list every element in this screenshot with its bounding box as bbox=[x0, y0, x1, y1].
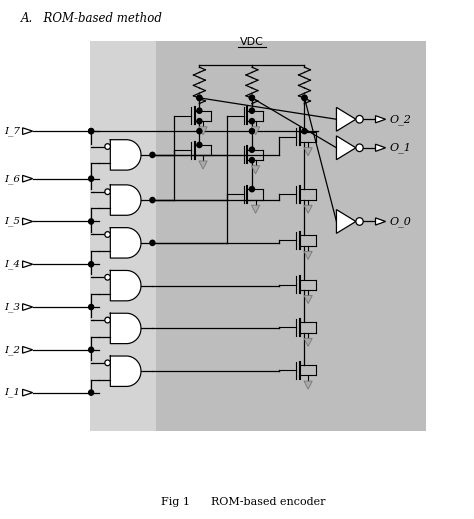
Polygon shape bbox=[199, 161, 207, 169]
Circle shape bbox=[197, 129, 202, 134]
Polygon shape bbox=[304, 205, 312, 213]
Circle shape bbox=[105, 360, 110, 366]
Circle shape bbox=[197, 95, 202, 101]
Circle shape bbox=[249, 95, 255, 101]
FancyBboxPatch shape bbox=[156, 41, 426, 431]
Polygon shape bbox=[337, 136, 356, 160]
Polygon shape bbox=[375, 144, 385, 152]
Text: I_5: I_5 bbox=[4, 216, 20, 226]
FancyBboxPatch shape bbox=[90, 41, 165, 431]
Circle shape bbox=[150, 152, 155, 158]
Polygon shape bbox=[110, 228, 141, 258]
Polygon shape bbox=[252, 127, 260, 135]
Polygon shape bbox=[23, 175, 33, 182]
Polygon shape bbox=[304, 295, 312, 304]
Text: I_3: I_3 bbox=[4, 302, 20, 312]
Circle shape bbox=[302, 95, 307, 101]
Polygon shape bbox=[199, 127, 207, 135]
Circle shape bbox=[105, 189, 110, 195]
Circle shape bbox=[105, 144, 110, 149]
Polygon shape bbox=[304, 338, 312, 346]
Circle shape bbox=[249, 108, 255, 113]
Circle shape bbox=[150, 240, 155, 245]
Polygon shape bbox=[110, 270, 141, 301]
Circle shape bbox=[105, 231, 110, 237]
Text: O_1: O_1 bbox=[389, 142, 411, 153]
Polygon shape bbox=[23, 128, 33, 134]
Text: O_2: O_2 bbox=[389, 114, 411, 125]
Text: I_7: I_7 bbox=[4, 126, 20, 136]
Circle shape bbox=[105, 317, 110, 323]
Text: VDC: VDC bbox=[240, 36, 264, 47]
Circle shape bbox=[197, 95, 202, 101]
Polygon shape bbox=[110, 140, 141, 170]
Text: I_1: I_1 bbox=[4, 388, 20, 398]
Circle shape bbox=[89, 305, 94, 310]
Circle shape bbox=[89, 129, 94, 134]
Text: O_0: O_0 bbox=[389, 216, 411, 227]
Circle shape bbox=[249, 118, 255, 124]
Circle shape bbox=[356, 144, 363, 152]
Polygon shape bbox=[23, 304, 33, 310]
Circle shape bbox=[89, 262, 94, 267]
Polygon shape bbox=[23, 389, 33, 396]
Circle shape bbox=[89, 129, 94, 134]
Polygon shape bbox=[252, 166, 260, 174]
Circle shape bbox=[89, 219, 94, 224]
Polygon shape bbox=[110, 185, 141, 215]
Text: I_2: I_2 bbox=[4, 345, 20, 354]
Circle shape bbox=[249, 147, 255, 152]
Circle shape bbox=[150, 197, 155, 203]
Polygon shape bbox=[304, 251, 312, 260]
Polygon shape bbox=[304, 148, 312, 156]
Circle shape bbox=[249, 129, 255, 134]
Circle shape bbox=[356, 115, 363, 123]
Polygon shape bbox=[337, 107, 356, 131]
Circle shape bbox=[302, 129, 307, 134]
Polygon shape bbox=[252, 205, 260, 213]
Polygon shape bbox=[23, 261, 33, 268]
Circle shape bbox=[249, 158, 255, 163]
Circle shape bbox=[249, 95, 255, 101]
Text: Fig 1      ROM-based encoder: Fig 1 ROM-based encoder bbox=[161, 497, 325, 507]
Polygon shape bbox=[375, 218, 385, 225]
Circle shape bbox=[89, 347, 94, 352]
Polygon shape bbox=[375, 116, 385, 123]
Polygon shape bbox=[110, 313, 141, 344]
Circle shape bbox=[89, 176, 94, 181]
Circle shape bbox=[197, 108, 202, 113]
Polygon shape bbox=[23, 218, 33, 225]
Polygon shape bbox=[110, 356, 141, 387]
Circle shape bbox=[197, 142, 202, 147]
Circle shape bbox=[249, 186, 255, 192]
Text: I_4: I_4 bbox=[4, 260, 20, 269]
Circle shape bbox=[356, 217, 363, 225]
Circle shape bbox=[89, 390, 94, 395]
Polygon shape bbox=[23, 347, 33, 353]
Circle shape bbox=[197, 118, 202, 124]
Text: A.   ROM-based method: A. ROM-based method bbox=[21, 12, 163, 25]
Text: I_6: I_6 bbox=[4, 174, 20, 184]
Polygon shape bbox=[304, 381, 312, 389]
Circle shape bbox=[105, 275, 110, 280]
Circle shape bbox=[302, 95, 307, 101]
Polygon shape bbox=[337, 210, 356, 234]
